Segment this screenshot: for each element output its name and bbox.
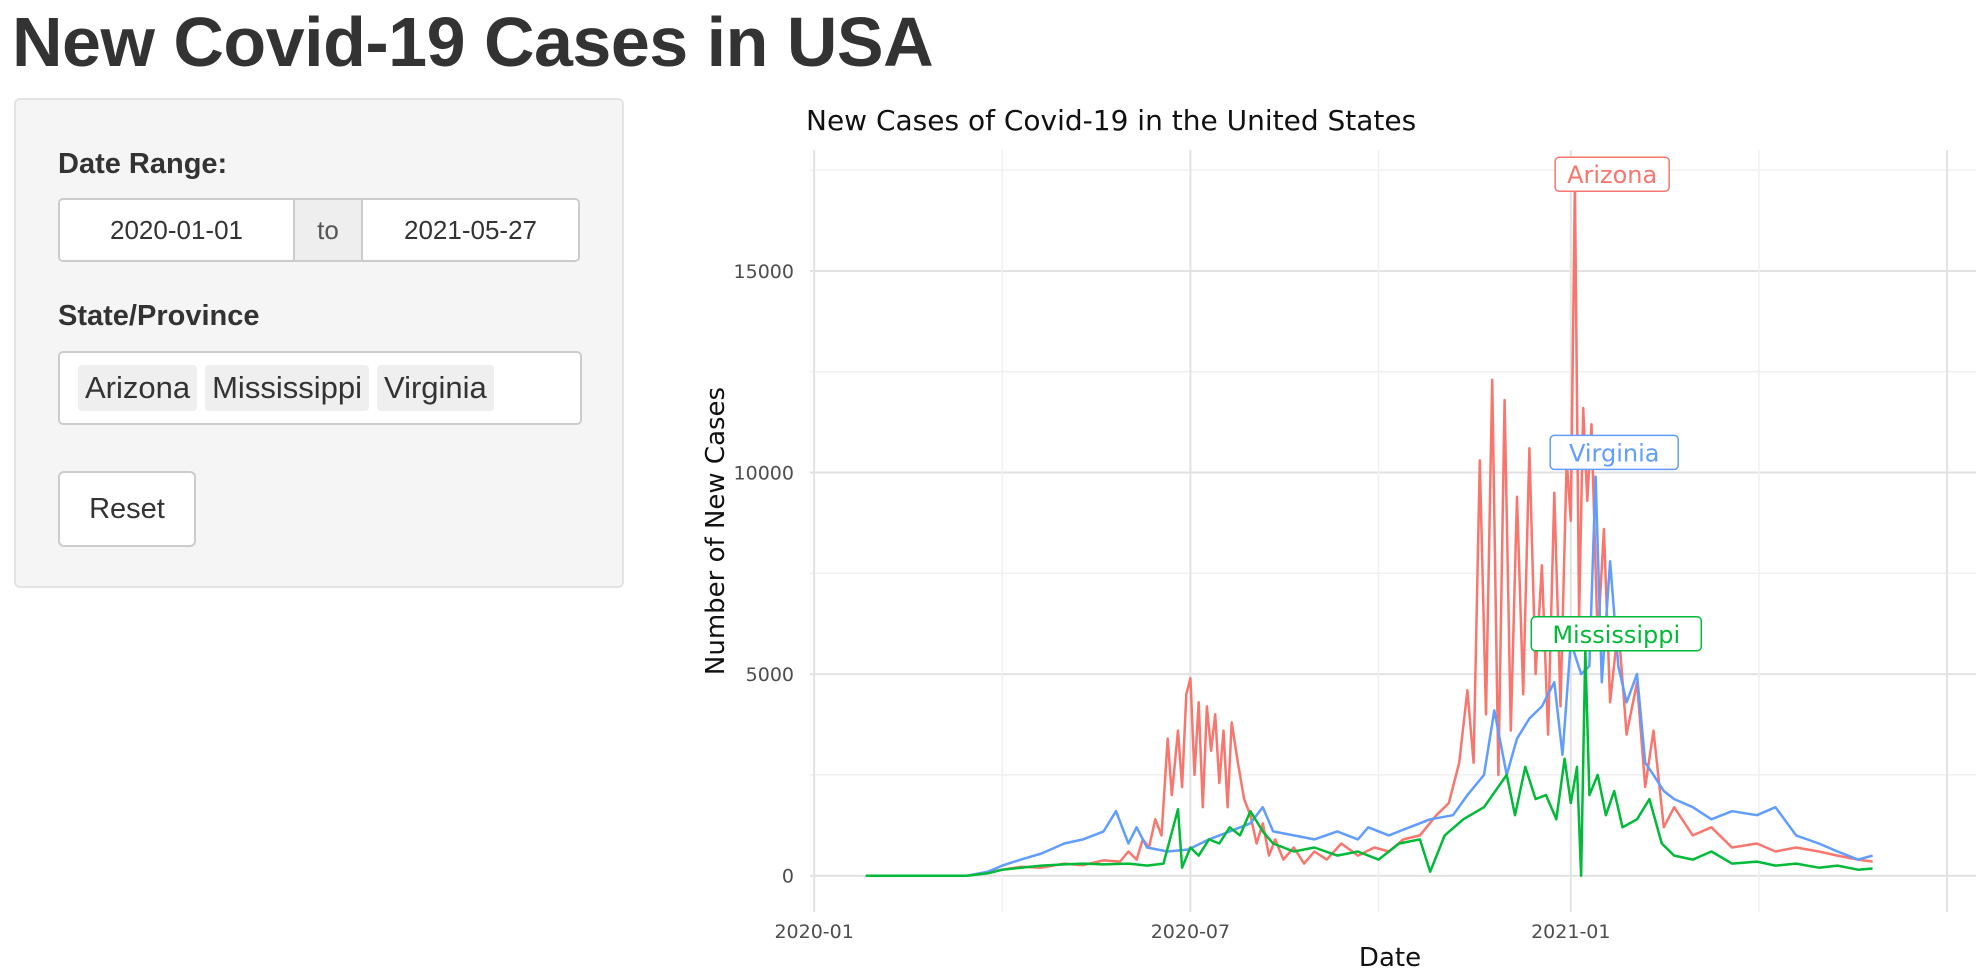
date-start-input[interactable]: [60, 200, 293, 260]
chart-title: New Cases of Covid-19 in the United Stat…: [806, 104, 1416, 137]
series-line-mississippi: [865, 648, 1873, 877]
series-line-arizona: [865, 181, 1873, 877]
page-title: New Covid-19 Cases in USA: [12, 3, 934, 81]
series-label-text: Mississippi: [1552, 621, 1680, 649]
sidebar-panel: Date Range: to State/Province Arizona Mi…: [14, 98, 624, 588]
y-tick-label: 5000: [746, 664, 794, 686]
state-chip[interactable]: Mississippi: [205, 365, 369, 411]
x-tick-label: 2020-01: [774, 921, 853, 943]
date-separator: to: [293, 200, 363, 260]
series-label-box: [1554, 156, 1670, 192]
reset-button[interactable]: Reset: [58, 471, 196, 547]
state-chip[interactable]: Arizona: [78, 365, 198, 411]
series-label-virginia: Virginia: [1549, 434, 1679, 471]
series-label-box: [1549, 434, 1679, 471]
y-axis-label: Number of New Cases: [701, 387, 731, 675]
series-label-text: Virginia: [1569, 439, 1660, 467]
date-range-input: to: [58, 198, 580, 262]
series-line-virginia: [865, 475, 1873, 877]
state-chip[interactable]: Virginia: [376, 365, 494, 411]
y-tick-label: 10000: [734, 463, 794, 485]
x-axis-label: Date: [1359, 943, 1421, 973]
series-labels: Arizona Virginia Mississippi: [1530, 156, 1703, 652]
series-lines: [865, 181, 1873, 877]
state-label: State/Province: [58, 300, 260, 332]
grid: [810, 150, 1976, 912]
x-tick-label: 2020-07: [1151, 921, 1230, 943]
state-select-input[interactable]: Arizona Mississippi Virginia: [58, 351, 582, 425]
x-tick-label: 2021-01: [1531, 921, 1610, 943]
series-label-mississippi: Mississippi: [1530, 616, 1703, 652]
axis-ticks: 0 5000 10000 15000 2020-01 2020-07 2021-01: [734, 261, 1611, 943]
y-tick-label: 0: [782, 866, 794, 888]
series-label-arizona: Arizona: [1554, 156, 1670, 192]
series-label-text: Arizona: [1567, 161, 1657, 189]
series-label-box: [1530, 616, 1703, 652]
date-range-label: Date Range:: [58, 148, 228, 180]
date-end-input[interactable]: [363, 200, 578, 260]
y-tick-label: 15000: [734, 261, 794, 283]
